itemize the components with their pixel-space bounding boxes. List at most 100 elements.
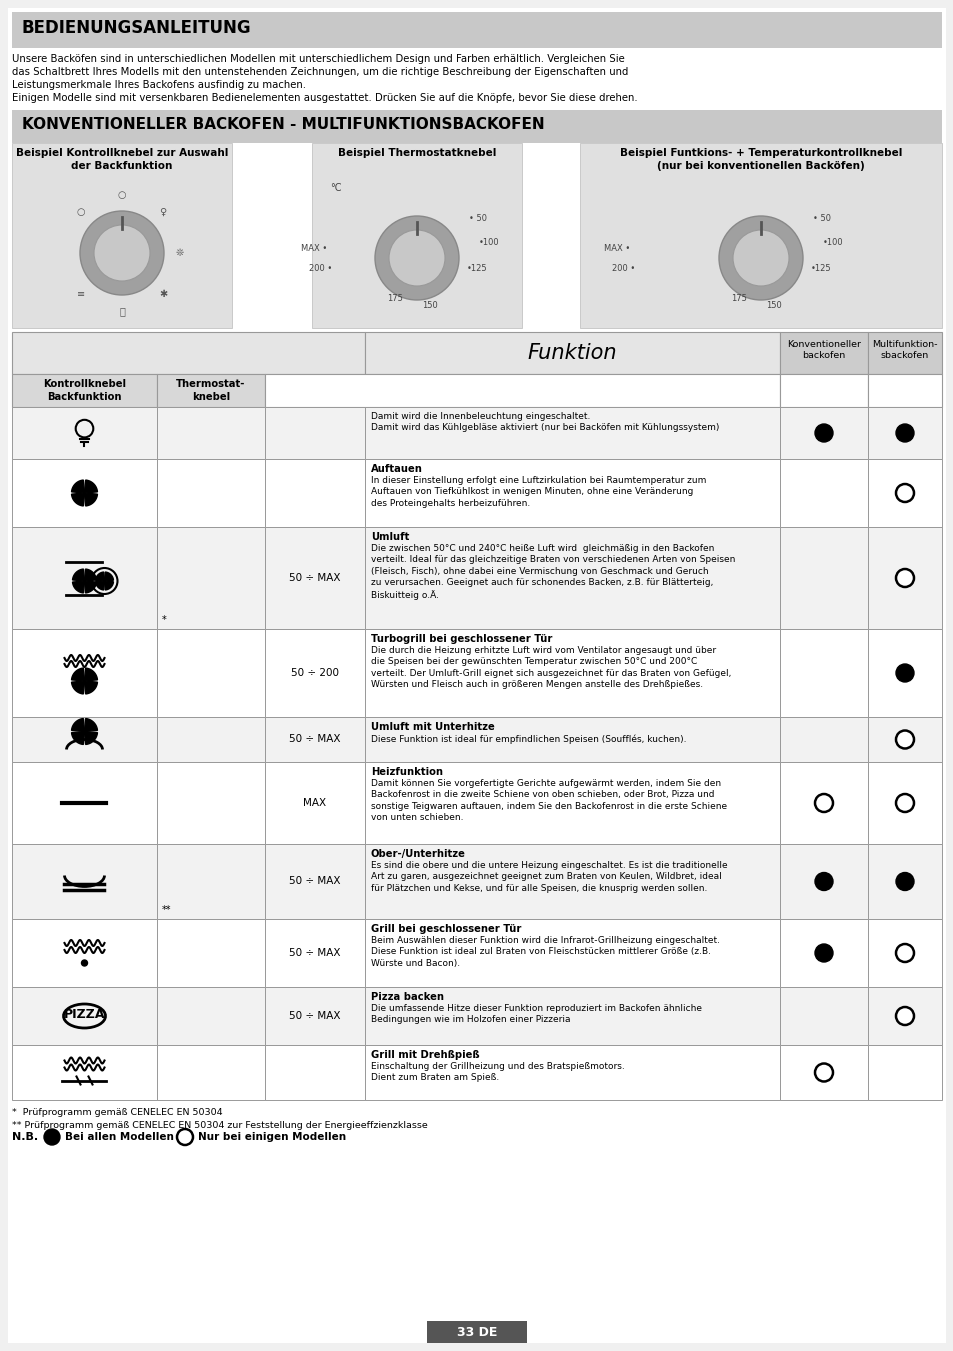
Bar: [365, 527, 780, 630]
Bar: [780, 407, 867, 459]
Bar: [780, 374, 867, 407]
Polygon shape: [85, 581, 96, 593]
Circle shape: [814, 794, 832, 812]
Bar: [365, 844, 780, 919]
Bar: [312, 143, 521, 328]
Bar: [12, 459, 157, 527]
Text: ⌒: ⌒: [119, 305, 125, 316]
Text: Beispiel Funtkions- + Temperaturkontrollknebel: Beispiel Funtkions- + Temperaturkontroll…: [619, 149, 902, 158]
Text: Bei allen Modellen: Bei allen Modellen: [65, 1132, 173, 1142]
Circle shape: [814, 944, 832, 962]
Text: Umluft mit Unterhitze: Umluft mit Unterhitze: [371, 721, 495, 732]
Text: *  Prüfprogramm gemäß CENELEC EN 50304: * Prüfprogramm gemäß CENELEC EN 50304: [12, 1108, 222, 1117]
Bar: [780, 919, 867, 988]
Text: KONVENTIONELLER BACKOFEN - MULTIFUNKTIONSBACKOFEN: KONVENTIONELLER BACKOFEN - MULTIFUNKTION…: [22, 118, 544, 132]
Text: MAX: MAX: [303, 798, 326, 808]
Bar: [157, 630, 265, 717]
Polygon shape: [85, 719, 97, 731]
Circle shape: [895, 484, 913, 503]
Text: Grill mit Drehßpieß: Grill mit Drehßpieß: [371, 1050, 479, 1061]
Text: Auftauen: Auftauen: [371, 463, 422, 474]
Bar: [780, 527, 867, 630]
Bar: [365, 459, 780, 527]
Text: Diese Funktion ist ideal für empfindlichen Speisen (Soufflés, kuchen).: Diese Funktion ist ideal für empfindlich…: [371, 734, 686, 743]
Bar: [157, 407, 265, 459]
Bar: [780, 1046, 867, 1100]
Text: In dieser Einstellung erfolgt eine Luftzirkulation bei Raumtemperatur zum
Auftau: In dieser Einstellung erfolgt eine Luftz…: [371, 476, 705, 508]
Polygon shape: [105, 571, 113, 581]
Polygon shape: [71, 667, 85, 681]
Bar: [157, 527, 265, 630]
Polygon shape: [85, 480, 97, 493]
Text: Thermostat-
knebel: Thermostat- knebel: [176, 380, 246, 401]
Bar: [265, 630, 365, 717]
Text: Nur bei einigen Modellen: Nur bei einigen Modellen: [198, 1132, 346, 1142]
Bar: [365, 630, 780, 717]
Bar: [867, 459, 941, 527]
Circle shape: [895, 794, 913, 812]
Bar: [867, 374, 941, 407]
Polygon shape: [85, 667, 97, 681]
Bar: [157, 919, 265, 988]
Circle shape: [895, 873, 913, 890]
Bar: [12, 374, 157, 407]
Bar: [157, 459, 265, 527]
Polygon shape: [95, 571, 105, 581]
Text: Die zwischen 50°C und 240°C heiße Luft wird  gleichmäßig in den Backofen
verteil: Die zwischen 50°C und 240°C heiße Luft w…: [371, 544, 735, 600]
Text: Multifunktion-
sbackofen: Multifunktion- sbackofen: [871, 340, 937, 361]
Text: 200 •: 200 •: [611, 263, 635, 273]
Circle shape: [375, 216, 458, 300]
Text: •100: •100: [478, 238, 499, 247]
Text: ○: ○: [76, 207, 85, 218]
Text: Konventioneller
backofen: Konventioneller backofen: [786, 340, 861, 361]
Circle shape: [895, 663, 913, 682]
Text: 50 ÷ 200: 50 ÷ 200: [291, 667, 338, 678]
Bar: [265, 374, 780, 407]
Bar: [867, 1046, 941, 1100]
Text: Funktion: Funktion: [527, 343, 617, 363]
Bar: [12, 143, 232, 328]
Circle shape: [814, 1063, 832, 1082]
Polygon shape: [95, 581, 105, 590]
Bar: [157, 844, 265, 919]
Bar: [780, 988, 867, 1046]
Text: Turbogrill bei geschlossener Tür: Turbogrill bei geschlossener Tür: [371, 634, 552, 644]
Polygon shape: [71, 731, 85, 744]
Bar: [157, 762, 265, 844]
Polygon shape: [71, 719, 85, 731]
Bar: [157, 988, 265, 1046]
Bar: [867, 919, 941, 988]
Bar: [867, 988, 941, 1046]
Text: 50 ÷ MAX: 50 ÷ MAX: [289, 877, 340, 886]
Text: 175: 175: [730, 295, 746, 303]
Polygon shape: [85, 569, 96, 581]
Bar: [265, 919, 365, 988]
Text: ** Prüfprogramm gemäß CENELEC EN 50304 zur Feststellung der Energieeffzienzklass: ** Prüfprogramm gemäß CENELEC EN 50304 z…: [12, 1121, 427, 1129]
Bar: [867, 332, 941, 374]
Text: •100: •100: [822, 238, 842, 247]
Text: Beispiel Thermostatknebel: Beispiel Thermostatknebel: [337, 149, 496, 158]
Text: Unsere Backöfen sind in unterschiedlichen Modellen mit unterschiedlichem Design : Unsere Backöfen sind in unterschiedliche…: [12, 54, 624, 63]
Text: 50 ÷ MAX: 50 ÷ MAX: [289, 948, 340, 958]
Bar: [780, 762, 867, 844]
Text: N.B.: N.B.: [12, 1132, 38, 1142]
Circle shape: [81, 961, 88, 966]
Bar: [12, 630, 157, 717]
Text: •125: •125: [467, 263, 487, 273]
Circle shape: [389, 230, 444, 286]
Text: Leistungsmerkmale Ihres Backofens ausfindig zu machen.: Leistungsmerkmale Ihres Backofens ausfin…: [12, 80, 306, 91]
Bar: [867, 844, 941, 919]
Bar: [12, 762, 157, 844]
Polygon shape: [71, 480, 85, 493]
Bar: [12, 1046, 157, 1100]
Bar: [157, 1046, 265, 1100]
Circle shape: [814, 424, 832, 442]
Bar: [427, 1321, 526, 1343]
Text: ✱: ✱: [159, 289, 167, 299]
Polygon shape: [85, 681, 97, 694]
Circle shape: [895, 1006, 913, 1025]
Text: MAX •: MAX •: [300, 245, 327, 253]
Text: ♀: ♀: [159, 207, 167, 218]
Text: ≡: ≡: [77, 289, 85, 299]
Polygon shape: [105, 581, 113, 590]
